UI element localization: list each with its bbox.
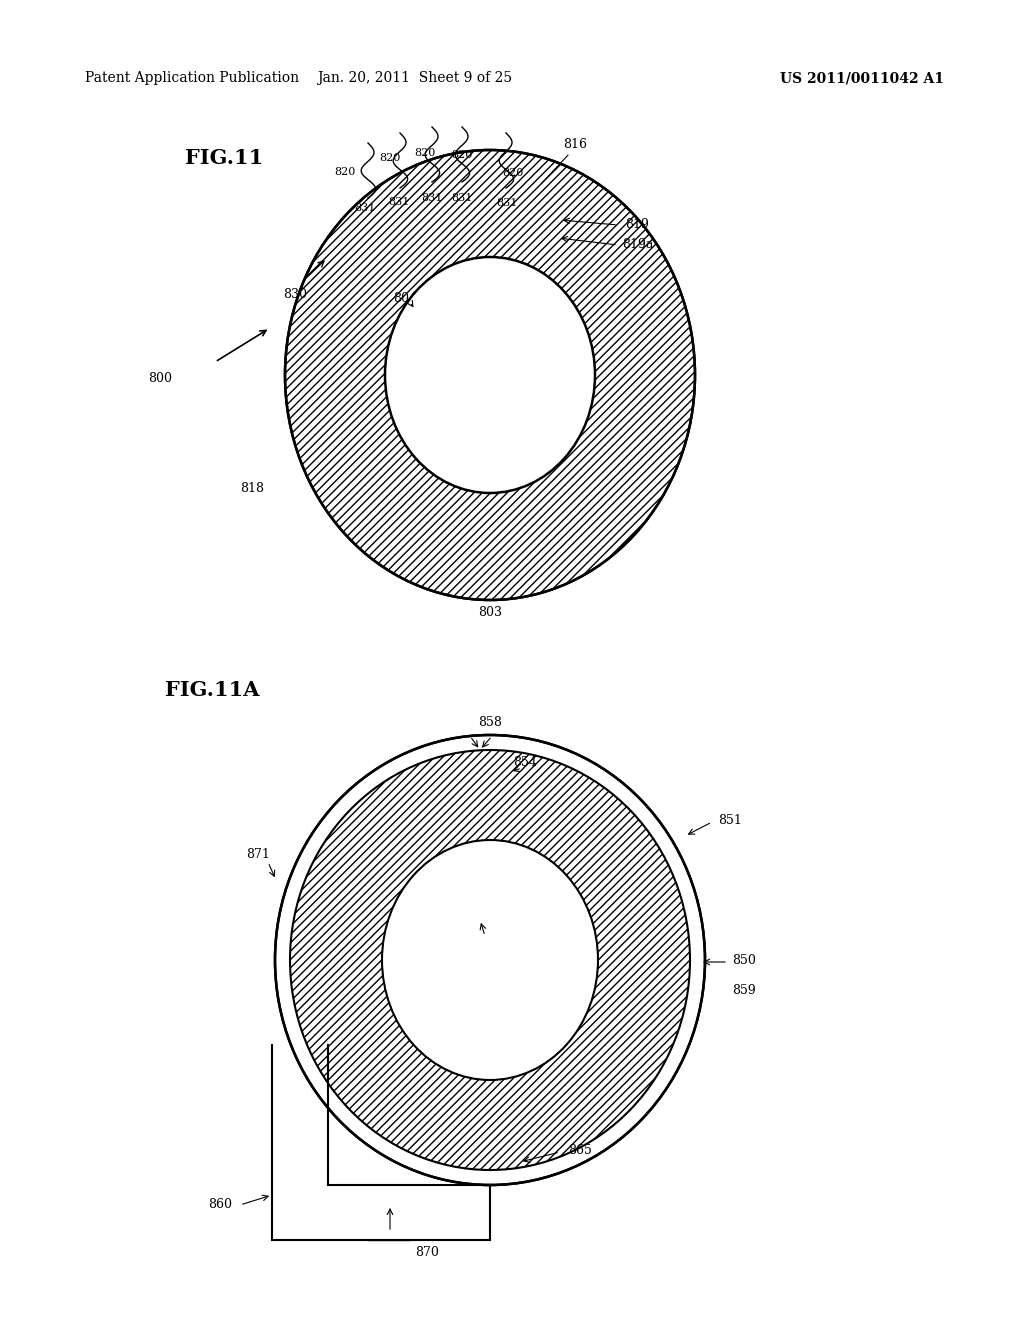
Text: Patent Application Publication: Patent Application Publication	[85, 71, 299, 84]
Text: 858: 858	[478, 715, 502, 729]
Text: 804: 804	[393, 292, 417, 305]
Text: 800: 800	[148, 371, 172, 384]
Text: 850: 850	[732, 953, 756, 966]
Ellipse shape	[275, 735, 705, 1185]
Ellipse shape	[285, 150, 695, 601]
Ellipse shape	[385, 257, 595, 492]
Text: 831: 831	[354, 203, 376, 213]
Text: 818: 818	[240, 482, 264, 495]
Text: 855: 855	[478, 941, 502, 954]
Text: 831: 831	[421, 193, 442, 203]
Ellipse shape	[290, 750, 690, 1170]
Text: 860: 860	[208, 1199, 232, 1212]
Text: 816: 816	[563, 139, 587, 152]
Text: 831: 831	[497, 198, 518, 209]
Text: 820: 820	[452, 150, 473, 160]
Text: FIG.11: FIG.11	[185, 148, 263, 168]
Ellipse shape	[382, 840, 598, 1080]
Text: US 2011/0011042 A1: US 2011/0011042 A1	[780, 71, 944, 84]
Text: Jan. 20, 2011  Sheet 9 of 25: Jan. 20, 2011 Sheet 9 of 25	[317, 71, 513, 84]
Text: 854: 854	[513, 755, 537, 768]
Text: 831: 831	[388, 197, 410, 207]
Text: 851: 851	[718, 813, 741, 826]
Text: 831: 831	[452, 193, 473, 203]
Text: 820: 820	[415, 148, 435, 158]
Text: 820: 820	[503, 168, 523, 178]
Text: 819: 819	[625, 218, 649, 231]
Text: 871: 871	[246, 849, 270, 862]
Text: 819a: 819a	[622, 238, 653, 251]
Text: 859: 859	[732, 983, 756, 997]
Text: 865: 865	[568, 1143, 592, 1156]
Text: FIG.11A: FIG.11A	[165, 680, 259, 700]
Text: 803: 803	[478, 606, 502, 619]
Text: 820: 820	[334, 168, 355, 177]
Text: 806: 806	[476, 381, 500, 395]
Text: 830: 830	[283, 289, 307, 301]
Text: 870: 870	[415, 1246, 439, 1258]
Text: 820: 820	[379, 153, 400, 162]
